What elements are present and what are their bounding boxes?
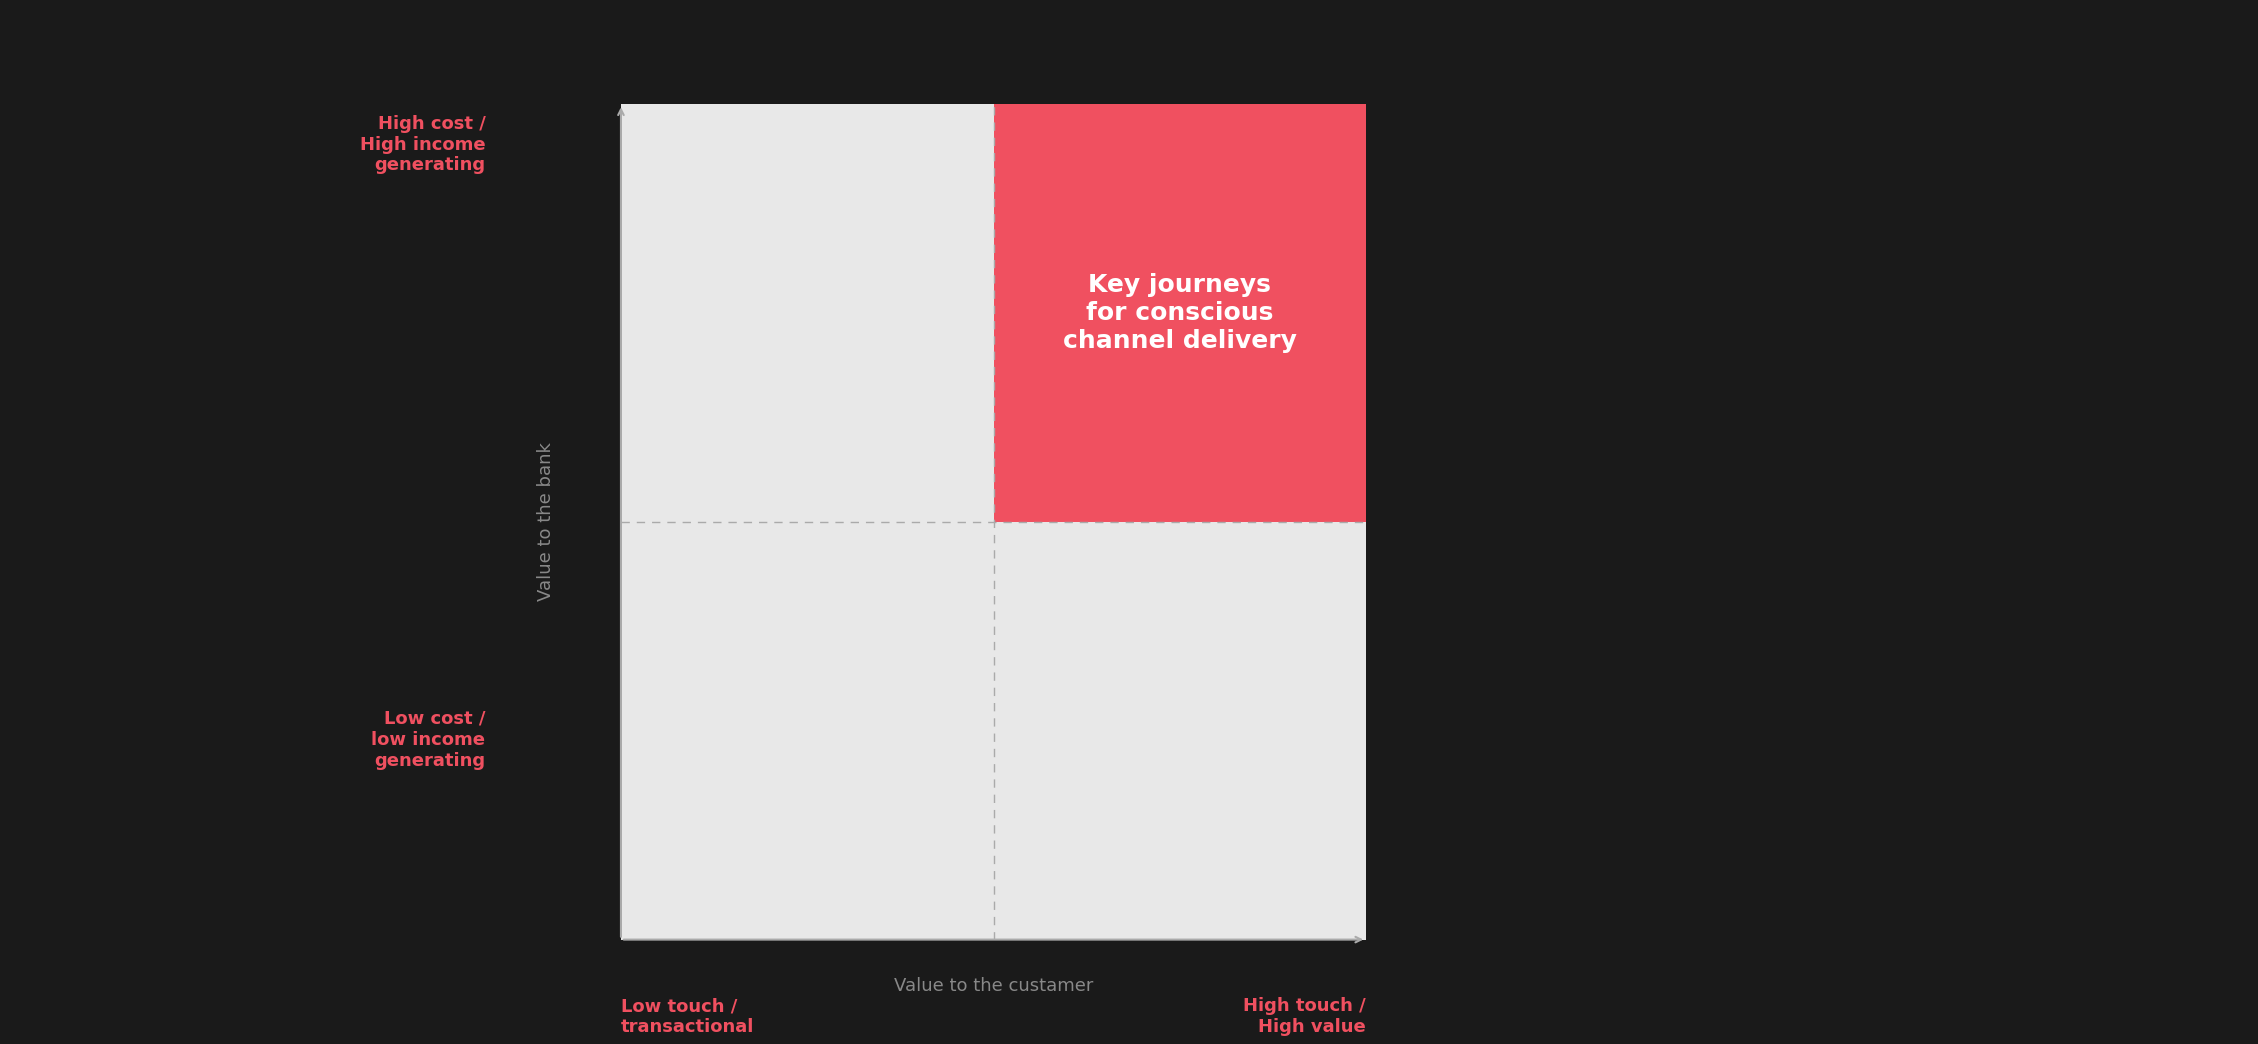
Text: Key journeys
for conscious
channel delivery: Key journeys for conscious channel deliv… [1064,274,1296,353]
Bar [994,104,1366,522]
Text: High cost /
High income
generating: High cost / High income generating [359,115,485,174]
Text: Low cost /
low income
generating: Low cost / low income generating [373,710,485,769]
Text: Value to the bank: Value to the bank [537,443,555,601]
Text: Low touch /
transactional: Low touch / transactional [621,997,754,1036]
Text: Value to the custamer: Value to the custamer [894,977,1093,995]
Text: High touch /
High value: High touch / High value [1244,997,1366,1036]
